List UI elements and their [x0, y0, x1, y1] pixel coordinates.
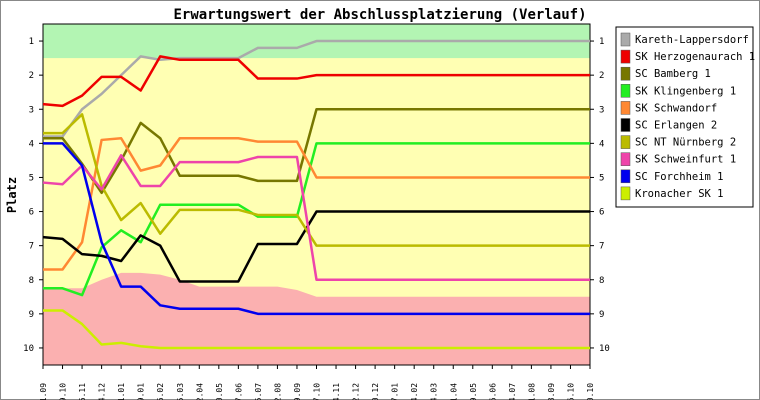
legend-entry: SK Klingenberg 1 — [635, 85, 736, 97]
x-tick-label: 14.07 — [508, 383, 517, 400]
legend-swatch — [620, 118, 631, 132]
x-tick-label: 24.03 — [430, 383, 439, 400]
y-tick-label: 7 — [599, 242, 604, 252]
x-tick-label: 04.12 — [98, 383, 107, 400]
plot-area: 1 1 2 2 3 3 4 4 5 5 6 6 7 7 8 8 9 9 10 10 11.09 09.10 06.11 04.… — [23, 23, 610, 400]
legend-entry: SC Forchheim 1 — [635, 171, 724, 183]
y-tick-label: 7 — [29, 242, 34, 252]
y-tick-label: 2 — [599, 71, 604, 81]
y-tick-label: 10 — [23, 344, 34, 354]
x-tick-label: 06.10 — [566, 383, 575, 400]
y-tick-label: 1 — [599, 37, 604, 47]
series-line — [43, 39, 590, 138]
x-tick-label: 17.06 — [234, 383, 243, 400]
x-tick-label: 01.01 — [117, 383, 126, 400]
y-tick-label: 10 — [599, 344, 610, 354]
series-line — [42, 210, 590, 283]
y-tick-label: 2 — [29, 71, 34, 81]
x-tick-label: 26.02 — [156, 383, 165, 400]
y-tick-label: 3 — [29, 105, 34, 115]
y-tick-label: 6 — [599, 208, 604, 218]
y-tick-label: 1 — [29, 37, 34, 47]
x-tick-label: 19.05 — [469, 383, 478, 400]
legend-entry: SC NT Nürnberg 2 — [635, 137, 736, 149]
y-tick-label: 9 — [599, 310, 604, 320]
x-tick-label: 30.12 — [371, 383, 380, 400]
y-tick-label: 4 — [29, 139, 34, 149]
x-tick-label: 07.10 — [313, 383, 322, 400]
x-tick-label: 04.11 — [332, 383, 341, 400]
x-tick-label: 09.10 — [59, 383, 68, 400]
x-tick-label: 16.06 — [488, 383, 497, 400]
x-tick-label: 22.04 — [195, 383, 204, 400]
y-tick-label: 5 — [599, 173, 604, 183]
x-tick-label: 21.04 — [449, 383, 458, 400]
band-relegation — [43, 272, 590, 365]
legend-box — [615, 26, 754, 208]
series-line — [43, 142, 590, 297]
x-tick-label: 11.08 — [527, 383, 536, 400]
series-line — [43, 136, 590, 271]
x-tick-label: 02.12 — [352, 383, 361, 400]
series-line — [43, 142, 590, 316]
x-tick-label: 27.01 — [391, 383, 400, 400]
x-tick-label: 12.08 — [273, 383, 282, 400]
series-line — [43, 113, 590, 247]
legend-swatch — [620, 135, 631, 149]
legend-entry: Kronacher SK 1 — [635, 188, 724, 200]
y-tick-label: 8 — [599, 276, 604, 286]
y-tick-label: 6 — [29, 208, 34, 218]
x-tick-label: 11.09 — [39, 383, 48, 400]
y-tick-label: 4 — [599, 139, 604, 149]
y-tick-label: 3 — [599, 105, 604, 115]
legend-entry: SK Schweinfurt 1 — [635, 154, 736, 166]
legend: Kareth-Lappersdorf SK Herzogenaurach 1 SC … — [615, 26, 755, 208]
x-tick-label: 24.02 — [410, 383, 419, 400]
legend-swatch — [620, 84, 631, 98]
legend-swatch — [620, 101, 631, 115]
legend-swatch — [620, 152, 631, 166]
x-tick-label: 20.05 — [215, 383, 224, 400]
x-tick-label: 06.11 — [78, 383, 87, 400]
legend-swatch — [620, 32, 631, 47]
x-tick-label: 29.01 — [137, 383, 146, 400]
series-line — [42, 154, 590, 281]
series-line — [42, 55, 590, 108]
legend-entry: SC Bamberg 1 — [635, 68, 711, 80]
legend-entry: SK Schwandorf — [635, 102, 717, 114]
series-line — [43, 309, 590, 350]
legend-swatch — [620, 66, 631, 81]
y-tick-label: 8 — [29, 276, 34, 286]
legend-swatch — [620, 49, 631, 64]
legend-entry: Kareth-Lappersdorf — [635, 34, 749, 46]
legend-entry: SK Herzogenaurach 1 — [635, 51, 755, 63]
y-tick-label: 5 — [29, 173, 34, 183]
series-line — [43, 108, 590, 195]
x-tick-label: 20.10 — [586, 383, 595, 400]
x-tick-label: 15.07 — [254, 383, 263, 400]
legend-entry: SC Erlangen 2 — [635, 120, 717, 132]
y-axis-label: Platz — [5, 177, 19, 213]
x-tick-label: 08.09 — [547, 383, 556, 400]
chart-title: Erwartungswert der Abschlussplatzierung … — [173, 7, 586, 23]
x-tick-label: 25.03 — [176, 383, 185, 400]
legend-swatch — [620, 186, 631, 201]
legend-swatch — [620, 169, 631, 184]
x-tick-label: 09.09 — [293, 383, 302, 400]
y-tick-label: 9 — [29, 310, 34, 320]
